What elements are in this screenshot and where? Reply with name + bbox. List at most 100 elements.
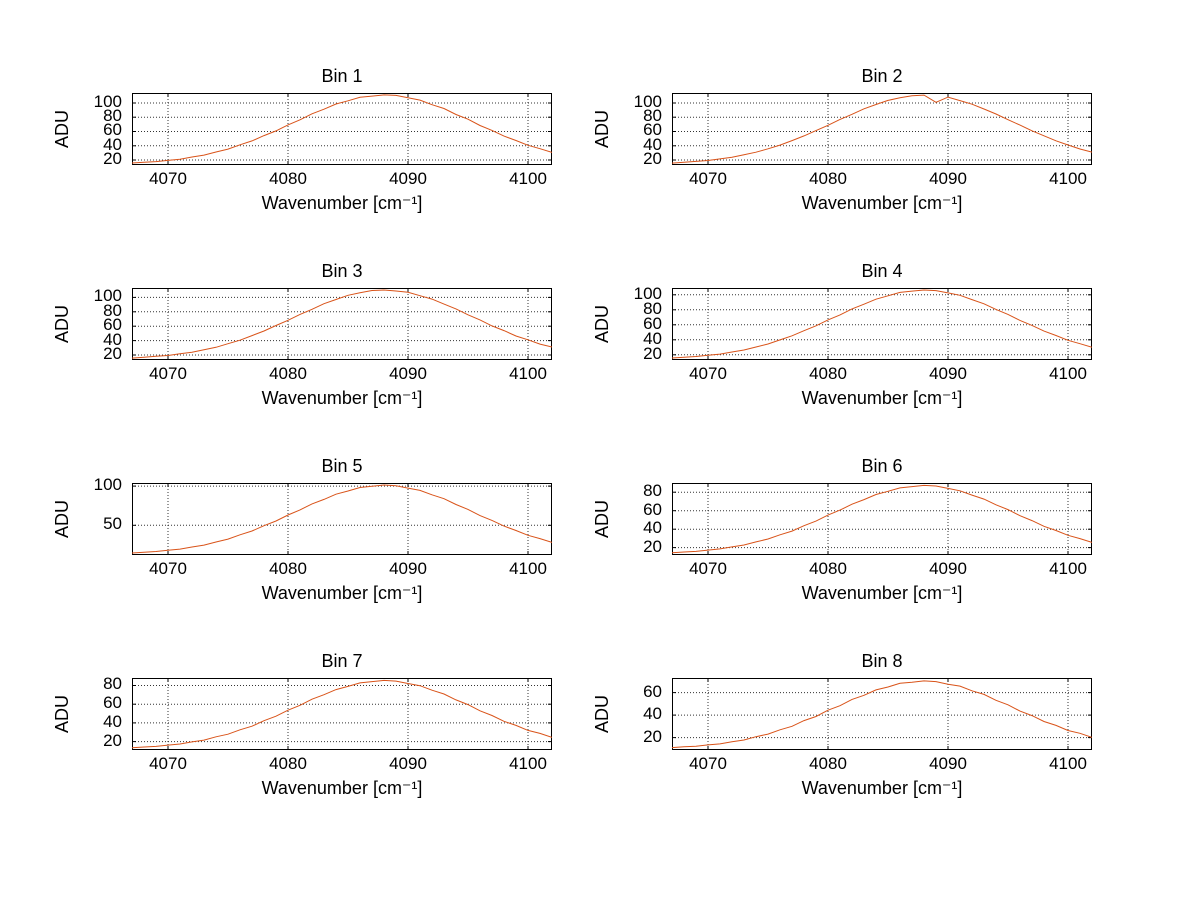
- x-tick-label: 4070: [689, 169, 727, 188]
- x-tick-label: 4090: [389, 364, 427, 383]
- y-axis-label: ADU: [592, 695, 612, 734]
- x-axis-label: Wavenumber [cm⁻¹]: [801, 778, 963, 798]
- x-tick-label: 4070: [149, 169, 187, 188]
- y-tick-label: 40: [643, 704, 662, 724]
- subplot-bin-1: Bin 1 ADU 20 40 60 80 100 4070 4080 4090 4100 W…: [50, 49, 590, 244]
- y-tick-label: 20: [643, 726, 662, 746]
- subplot-bin-3: Bin 3 ADU 20 40 60 80 100 4070 4080 4090 4100 W…: [50, 244, 590, 439]
- spectrum-plot: [672, 93, 1092, 165]
- y-axis-ticks: 20 40 60: [614, 678, 668, 750]
- spectrum-plot: [132, 93, 552, 165]
- x-axis-label: Wavenumber [cm⁻¹]: [801, 193, 963, 213]
- subplot-bin-2: Bin 2 ADU 20 40 60 80 100 4070 4080 4090 4100 W…: [590, 49, 1130, 244]
- y-tick-label: 40: [643, 134, 662, 154]
- y-axis-ticks: 20 40 60 80: [74, 674, 128, 750]
- y-axis-ticks: 20 40 60 80 100: [74, 286, 128, 363]
- x-axis-ticks: 4070 4080 4090 4100: [672, 750, 1092, 778]
- y-tick-label: 20: [643, 536, 662, 556]
- x-tick-label: 4100: [509, 364, 547, 383]
- y-tick-label: 40: [103, 711, 122, 731]
- x-tick-label: 4080: [809, 559, 847, 578]
- x-tick-label: 4100: [509, 754, 547, 773]
- subplot-bin-6: Bin 6 ADU 20 40 60 80 4070 4080 4090 4100 Wave…: [590, 439, 1130, 634]
- x-tick-label: 4090: [929, 754, 967, 773]
- y-tick-label: 20: [103, 730, 122, 750]
- x-axis-label: Wavenumber [cm⁻¹]: [801, 388, 963, 408]
- y-tick-label: 60: [643, 499, 662, 519]
- x-axis-ticks: 4070 4080 4090 4100: [132, 165, 552, 193]
- subplot-bin-5: Bin 5 ADU 50 100 4070 4080 4090 4100 Wavenum…: [50, 439, 590, 634]
- subplot-bin-4: Bin 4 ADU 20 40 60 80 100 4070 4080 4090 4100 W…: [590, 244, 1130, 439]
- spectrum-plot: [672, 288, 1092, 360]
- x-tick-label: 4070: [689, 754, 727, 773]
- x-axis-ticks: 4070 4080 4090 4100: [672, 165, 1092, 193]
- x-axis-label: Wavenumber [cm⁻¹]: [261, 193, 423, 213]
- y-tick-label: 80: [103, 300, 122, 320]
- subplot-title: Bin 8: [861, 651, 903, 671]
- x-tick-label: 4070: [149, 754, 187, 773]
- y-axis-label: ADU: [52, 110, 72, 149]
- x-tick-label: 4080: [809, 169, 847, 188]
- subplot-title: Bin 4: [861, 261, 903, 281]
- subplot-title: Bin 6: [861, 456, 903, 476]
- x-tick-label: 4100: [1049, 169, 1087, 188]
- y-tick-label: 60: [643, 120, 662, 140]
- subplot-grid: Bin 1 ADU 20 40 60 80 100 4070 4080 4090 4100 W…: [50, 49, 1130, 829]
- x-tick-label: 4090: [389, 559, 427, 578]
- x-tick-label: 4070: [689, 559, 727, 578]
- subplot-title: Bin 1: [321, 66, 363, 86]
- plot-area-wrap: ADU 20 40 60 80 100: [590, 284, 1130, 363]
- y-tick-label: 60: [103, 120, 122, 140]
- y-tick-label: 60: [643, 681, 662, 701]
- spectrum-plot: [672, 483, 1092, 555]
- y-tick-label: 100: [93, 286, 122, 306]
- y-tick-label: 60: [103, 693, 122, 713]
- y-axis-ticks: 20 40 60 80 100: [614, 284, 668, 363]
- spectrum-plot: [132, 288, 552, 360]
- x-axis-ticks: 4070 4080 4090 4100: [132, 555, 552, 583]
- spectrum-plot: [132, 483, 552, 555]
- subplot-title: Bin 7: [321, 651, 363, 671]
- y-tick-label: 80: [103, 106, 122, 126]
- x-tick-label: 4080: [809, 754, 847, 773]
- y-axis-label: ADU: [52, 695, 72, 734]
- y-axis-ticks: 20 40 60 80 100: [614, 92, 668, 168]
- y-tick-label: 50: [103, 514, 122, 534]
- y-axis-label: ADU: [592, 500, 612, 539]
- y-tick-label: 60: [103, 315, 122, 335]
- x-tick-label: 4080: [809, 364, 847, 383]
- y-axis-label: ADU: [52, 305, 72, 344]
- x-tick-label: 4090: [929, 169, 967, 188]
- y-tick-label: 80: [643, 298, 662, 318]
- plot-area-wrap: ADU 20 40 60 80: [50, 674, 590, 750]
- x-axis-label: Wavenumber [cm⁻¹]: [261, 583, 423, 603]
- x-tick-label: 4090: [929, 559, 967, 578]
- x-tick-label: 4080: [269, 364, 307, 383]
- y-tick-label: 100: [93, 475, 122, 495]
- x-axis-label: Wavenumber [cm⁻¹]: [261, 388, 423, 408]
- x-tick-label: 4080: [269, 169, 307, 188]
- subplot-title: Bin 2: [861, 66, 903, 86]
- x-tick-label: 4100: [509, 559, 547, 578]
- subplot-title: Bin 3: [321, 261, 363, 281]
- y-tick-label: 40: [103, 329, 122, 349]
- spectrum-plot: [672, 678, 1092, 750]
- x-tick-label: 4070: [149, 364, 187, 383]
- x-axis-label: Wavenumber [cm⁻¹]: [801, 583, 963, 603]
- y-axis-label: ADU: [52, 500, 72, 539]
- plot-area-wrap: ADU 20 40 60 80: [590, 481, 1130, 556]
- x-tick-label: 4090: [389, 754, 427, 773]
- y-tick-label: 40: [643, 518, 662, 538]
- y-tick-label: 80: [643, 106, 662, 126]
- subplot-bin-8: Bin 8 ADU 20 40 60 4070 4080 4090 4100 Wavenu…: [590, 634, 1130, 829]
- y-axis-label: ADU: [592, 305, 612, 344]
- x-tick-label: 4100: [1049, 559, 1087, 578]
- y-tick-label: 20: [103, 149, 122, 168]
- y-axis-ticks: 20 40 60 80 100: [74, 91, 128, 168]
- y-tick-label: 100: [93, 91, 122, 111]
- x-tick-label: 4100: [1049, 754, 1087, 773]
- y-tick-label: 20: [103, 343, 122, 363]
- y-axis-label: ADU: [592, 110, 612, 149]
- x-axis-label: Wavenumber [cm⁻¹]: [261, 778, 423, 798]
